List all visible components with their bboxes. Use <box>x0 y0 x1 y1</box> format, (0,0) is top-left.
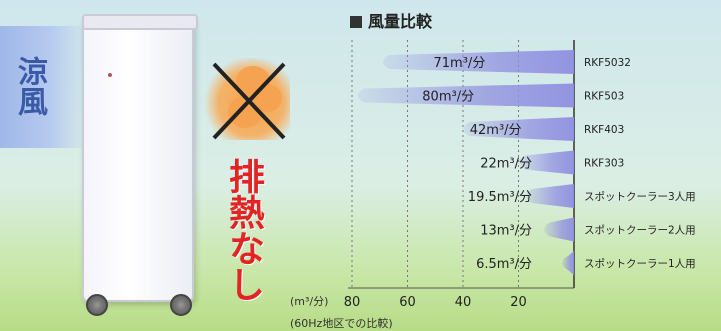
x-axis-note: (60Hz地区での比較) <box>290 317 393 330</box>
category-label: スポットクーラー2人用 <box>584 225 696 237</box>
category-label: RKF303 <box>584 158 624 170</box>
bar <box>518 150 574 175</box>
bar <box>358 83 574 108</box>
cooler-unit <box>82 16 194 302</box>
chart-title-text: 風量比較 <box>368 12 433 31</box>
bar-value-label: 42m³/分 <box>470 123 522 138</box>
bar-value-label: 13m³/分 <box>480 224 532 239</box>
category-label: スポットクーラー3人用 <box>584 191 696 203</box>
category-label: スポットクーラー1人用 <box>584 258 696 270</box>
bar <box>382 50 574 74</box>
bar-value-label: 80m³/分 <box>422 90 474 105</box>
bar <box>561 251 574 275</box>
cross-mark-icon <box>212 62 286 140</box>
category-label: RKF503 <box>584 91 624 103</box>
no-exhaust-label: 排熱なし <box>223 158 264 302</box>
cool-air-label: 涼風 <box>12 56 47 116</box>
heat-puff-icon <box>228 96 262 128</box>
category-label: RKF403 <box>584 124 624 136</box>
bar-value-label: 71m³/分 <box>434 56 486 71</box>
bar-value-label: 19.5m³/分 <box>468 190 532 205</box>
chart-title: 風量比較 <box>350 8 432 32</box>
category-label: RKF5032 <box>584 57 631 69</box>
x-tick-label: 80 <box>344 295 361 310</box>
cooler-wheel-left <box>86 294 108 316</box>
x-axis-unit: (m³/分) <box>290 295 329 308</box>
bar <box>525 184 574 208</box>
bar-value-label: 6.5m³/分 <box>476 257 532 272</box>
cooler-wheel-right <box>170 294 192 316</box>
x-tick-label: 60 <box>399 295 416 310</box>
x-tick-label: 40 <box>455 295 472 310</box>
bar <box>543 217 574 242</box>
bar <box>463 117 574 141</box>
cooler-top-panel <box>82 14 198 30</box>
bar-value-label: 22m³/分 <box>480 157 532 172</box>
cooler-indicator <box>108 73 112 77</box>
x-tick-label: 20 <box>510 295 527 310</box>
cool-air-stream <box>0 26 88 148</box>
title-square-icon <box>350 16 362 28</box>
